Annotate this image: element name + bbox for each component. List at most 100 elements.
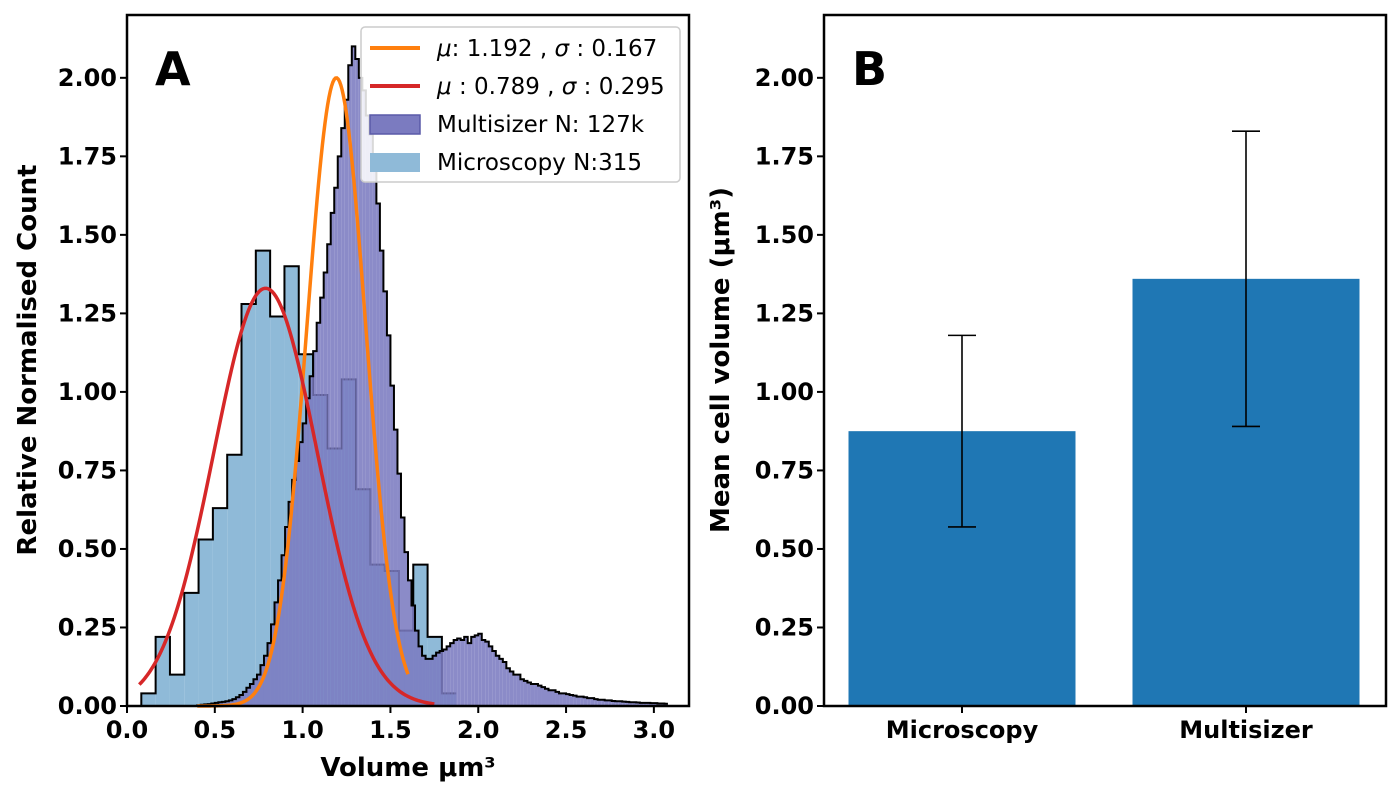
histogram-bar (422, 655, 426, 706)
y-tick-label: 1.75 (58, 142, 117, 170)
histogram-bar (590, 698, 595, 706)
histogram-bar (198, 539, 213, 706)
legend-label: Microscopy N:315 (437, 150, 642, 176)
y-tick-label: 0.00 (755, 692, 814, 720)
histogram-bar (629, 702, 633, 706)
histogram-bar (341, 128, 345, 706)
histogram-bar (573, 695, 577, 706)
y-tick-label: 1.00 (58, 378, 117, 406)
histogram-bar (408, 580, 412, 706)
histogram-bar (499, 658, 503, 706)
histogram-bar (464, 636, 468, 706)
histogram-bar (141, 693, 156, 706)
histogram-bar (309, 376, 314, 706)
histogram-bar (436, 652, 440, 706)
histogram-bar (344, 99, 349, 706)
y-tick-label: 2.00 (755, 64, 814, 92)
histogram-bar (492, 651, 496, 706)
histogram-bar (509, 671, 514, 706)
histogram-bar (362, 90, 366, 706)
histogram-bar (278, 580, 282, 706)
y-tick-label: 1.50 (755, 221, 814, 249)
histogram-bar (355, 58, 359, 707)
histogram-bar (562, 693, 567, 706)
histogram-bar (383, 291, 387, 706)
x-tick-label: 0.0 (106, 716, 149, 744)
histogram-bar (488, 646, 493, 706)
y-tick-label: 0.50 (755, 535, 814, 563)
histogram-bar (351, 46, 356, 706)
histogram-bar (246, 687, 250, 706)
panel-a-legend: μ: 1.192 , σ : 0.167 μ : 0.789 , σ : 0.29… (360, 26, 681, 183)
histogram-bar (530, 684, 535, 706)
histogram-bar (267, 643, 272, 706)
histogram-bar (400, 517, 405, 706)
x-tick-label: 2.5 (545, 716, 588, 744)
error-bar-microscopy (948, 334, 976, 528)
histogram-bar (263, 655, 268, 706)
legend-label: Multisizer N: 127k (437, 112, 645, 138)
histogram-bar (566, 694, 570, 706)
histogram-bar (552, 690, 556, 706)
histogram-bar (386, 335, 391, 706)
histogram-bar (390, 385, 394, 706)
histogram-bar (495, 655, 500, 706)
histogram-bar (274, 602, 279, 706)
histogram-bar (397, 473, 401, 706)
histogram-bar (184, 592, 199, 706)
histogram-bar (660, 703, 665, 706)
histogram-bar (632, 702, 637, 706)
histogram-bar (292, 479, 296, 706)
histogram-bar (348, 65, 352, 707)
histogram-bar (643, 702, 647, 706)
error-bar-multisizer (1232, 130, 1260, 428)
y-tick-label: 1.00 (755, 378, 814, 406)
histogram-bar (288, 501, 293, 706)
histogram-bar (657, 703, 661, 706)
histogram-bar (608, 700, 612, 706)
histogram-bar (285, 526, 289, 706)
histogram-bar (485, 641, 489, 706)
histogram-bar (580, 696, 584, 706)
histogram-bar (653, 703, 658, 706)
y-tick-label: 0.25 (755, 613, 814, 641)
histogram-bar (411, 605, 416, 706)
histogram-bar (418, 646, 423, 706)
histogram-bar (239, 695, 243, 706)
x-tick-label: 2.0 (457, 716, 500, 744)
histogram-bar (611, 700, 616, 706)
histogram-bar (376, 203, 380, 707)
histogram-bar (242, 691, 247, 706)
histogram-bar (425, 658, 430, 706)
histogram-bar (281, 555, 286, 706)
histogram-bar (481, 640, 486, 706)
histogram-bar (583, 697, 588, 706)
x-tick-label: 0.5 (194, 716, 237, 744)
histogram-bar (255, 250, 271, 706)
histogram-bar (478, 633, 482, 706)
histogram-bar (235, 697, 240, 706)
y-tick-label: 1.50 (58, 221, 117, 249)
histogram-bar (306, 398, 310, 706)
histogram-bar (299, 442, 303, 706)
histogram-bar (548, 690, 553, 706)
y-tick-label: 1.25 (58, 299, 117, 327)
histogram-bar (523, 680, 528, 706)
x-tick-label: 3.0 (633, 716, 676, 744)
histogram-bar (358, 77, 363, 707)
x-tick-label: Microscopy (886, 716, 1039, 744)
histogram-bar (432, 655, 437, 706)
histogram-bar (604, 700, 609, 706)
histogram-bar (450, 643, 454, 706)
panel-b-ylabel: Mean cell volume (μm³) (706, 187, 736, 533)
histogram-bar (513, 674, 517, 706)
histogram-bar (594, 699, 598, 706)
histogram-bar (639, 702, 644, 706)
gaussian-fit-microscopy (138, 286, 435, 706)
histogram-bar (439, 651, 444, 706)
histogram-bar (327, 244, 331, 706)
histogram-bar (316, 322, 321, 706)
histogram-bar (271, 624, 275, 706)
panel-a-frame (125, 13, 691, 708)
x-tick-label: 1.0 (281, 716, 324, 744)
